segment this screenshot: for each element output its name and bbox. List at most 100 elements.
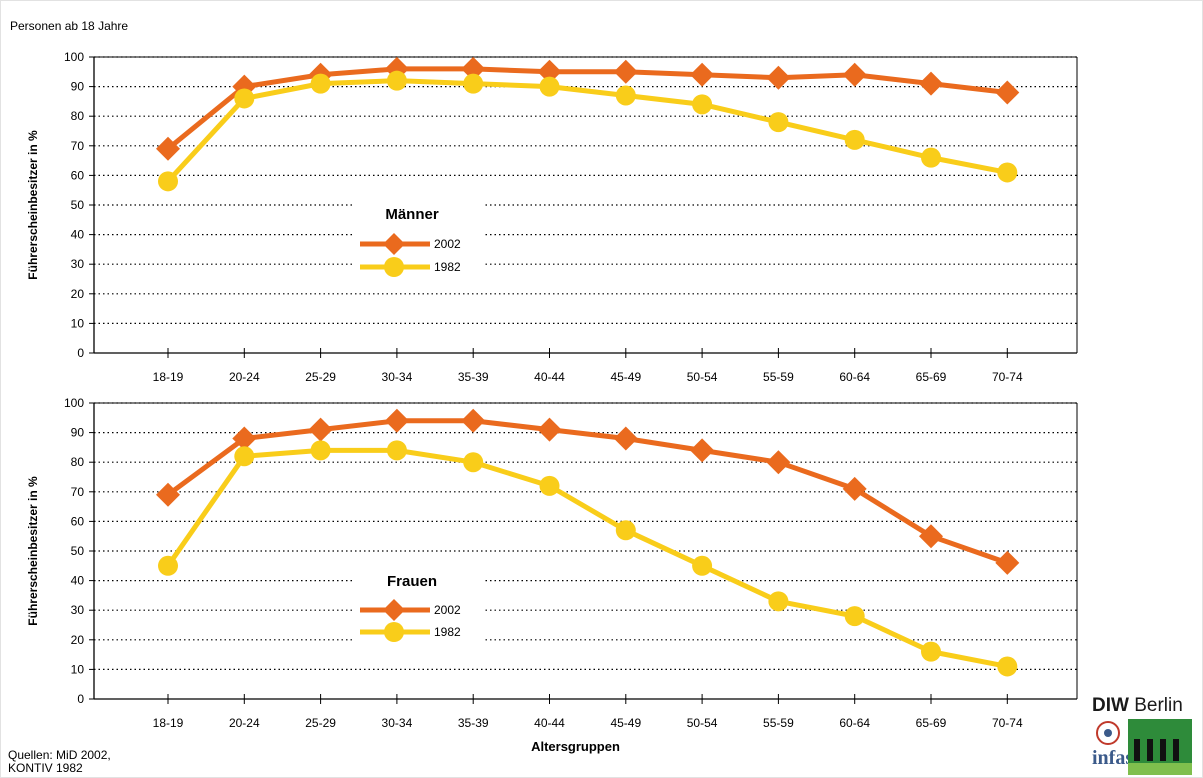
y-tick-label: 20 bbox=[71, 287, 85, 301]
point-1982 bbox=[310, 440, 331, 461]
y-tick-label: 30 bbox=[71, 257, 85, 271]
legend-marker-2002 bbox=[383, 599, 405, 621]
point-1982 bbox=[158, 171, 178, 192]
y-tick-label: 60 bbox=[71, 168, 85, 182]
x-tick-label: 18-19 bbox=[153, 716, 184, 730]
y-tick-label: 10 bbox=[71, 662, 85, 676]
point-2002 bbox=[156, 482, 180, 507]
point-1982 bbox=[310, 73, 331, 94]
point-1982 bbox=[463, 73, 484, 94]
x-tick-label: 70-74 bbox=[992, 370, 1023, 384]
x-tick-label: 18-19 bbox=[153, 370, 184, 384]
point-2002 bbox=[308, 417, 333, 442]
source-note: Quellen: MiD 2002, KONTIV 1982 bbox=[8, 749, 111, 775]
y-tick-label: 30 bbox=[71, 603, 85, 617]
point-2002 bbox=[537, 417, 562, 442]
x-tick-label: 40-44 bbox=[534, 370, 565, 384]
legend-marker-2002 bbox=[383, 233, 405, 255]
series-line-1982 bbox=[165, 447, 1008, 669]
y-tick-label: 0 bbox=[77, 346, 84, 360]
point-1982 bbox=[921, 147, 941, 168]
point-1982 bbox=[768, 591, 789, 612]
logo-block: DIW Berlin infas bbox=[1092, 695, 1200, 775]
y-tick-label: 50 bbox=[71, 198, 85, 212]
point-2002 bbox=[919, 71, 943, 96]
point-1982 bbox=[768, 112, 789, 133]
infas-logo: infas bbox=[1092, 747, 1134, 769]
point-2002 bbox=[842, 476, 867, 501]
point-1982 bbox=[615, 85, 636, 106]
legend-label-1982: 1982 bbox=[434, 260, 461, 274]
point-1982 bbox=[539, 475, 560, 496]
point-1982 bbox=[692, 555, 713, 576]
y-tick-label: 60 bbox=[71, 514, 85, 528]
point-2002 bbox=[995, 550, 1020, 575]
point-2002 bbox=[690, 438, 715, 463]
point-2002 bbox=[232, 426, 257, 451]
point-2002 bbox=[995, 80, 1020, 105]
header-title: Personen ab 18 Jahre bbox=[10, 19, 128, 33]
y-tick-label: 10 bbox=[71, 316, 85, 330]
legend-marker-1982 bbox=[384, 622, 404, 642]
source-line-1: Quellen: MiD 2002, bbox=[8, 748, 111, 762]
x-tick-label: 50-54 bbox=[687, 370, 718, 384]
point-2002 bbox=[919, 524, 943, 549]
diw-berlin-logo: DIW Berlin bbox=[1092, 695, 1183, 717]
point-2002 bbox=[613, 426, 638, 451]
point-1982 bbox=[615, 520, 636, 541]
point-2002 bbox=[690, 62, 715, 87]
point-2002 bbox=[766, 450, 791, 475]
x-axis-label: Altersgruppen bbox=[531, 739, 620, 754]
y-tick-label: 0 bbox=[77, 692, 84, 706]
point-2002 bbox=[461, 56, 486, 81]
point-1982 bbox=[844, 606, 865, 627]
x-tick-label: 45-49 bbox=[610, 370, 641, 384]
y-tick-label: 100 bbox=[64, 50, 84, 64]
y-axis-label: Führerscheinbesitzer in % bbox=[26, 130, 40, 280]
x-tick-label: 35-39 bbox=[458, 370, 489, 384]
mobility-logo-icon bbox=[1128, 719, 1192, 775]
y-tick-label: 40 bbox=[71, 574, 85, 588]
legend-label-1982: 1982 bbox=[434, 625, 461, 639]
legend-label-2002: 2002 bbox=[434, 603, 461, 617]
legend-marker-1982 bbox=[384, 257, 404, 277]
x-tick-label: 70-74 bbox=[992, 716, 1023, 730]
legend-label-2002: 2002 bbox=[434, 237, 461, 251]
x-tick-label: 35-39 bbox=[458, 716, 489, 730]
point-2002 bbox=[766, 65, 791, 90]
y-tick-label: 90 bbox=[71, 426, 85, 440]
point-1982 bbox=[386, 70, 407, 91]
series-line-1982 bbox=[166, 78, 1008, 184]
point-1982 bbox=[158, 555, 178, 576]
x-tick-label: 20-24 bbox=[229, 370, 260, 384]
x-tick-label: 65-69 bbox=[916, 716, 947, 730]
x-tick-label: 60-64 bbox=[839, 716, 870, 730]
x-tick-label: 20-24 bbox=[229, 716, 260, 730]
point-1982 bbox=[234, 88, 255, 109]
diw-logo-rest: Berlin bbox=[1134, 695, 1183, 716]
x-tick-label: 65-69 bbox=[916, 370, 947, 384]
y-tick-label: 80 bbox=[71, 455, 85, 469]
point-2002 bbox=[384, 408, 409, 433]
plot-panel-maenner: 0 10 20 30 40 50 60 70 80 90 100 18-19 20-24 25-29 30-… bbox=[26, 50, 1078, 384]
x-tick-label: 45-49 bbox=[610, 716, 641, 730]
source-line-2: KONTIV 1982 bbox=[8, 761, 83, 775]
point-2002 bbox=[613, 59, 638, 84]
point-1982 bbox=[692, 94, 713, 115]
point-1982 bbox=[921, 641, 941, 662]
y-tick-label: 100 bbox=[64, 396, 84, 410]
y-tick-label: 80 bbox=[71, 109, 85, 123]
x-tick-label: 40-44 bbox=[534, 716, 565, 730]
point-2002 bbox=[537, 59, 562, 84]
x-tick-label: 25-29 bbox=[305, 370, 336, 384]
x-tick-label: 30-34 bbox=[382, 716, 413, 730]
legend-title: Frauen bbox=[387, 573, 437, 590]
point-1982 bbox=[386, 440, 407, 461]
point-1982 bbox=[234, 446, 255, 467]
point-1982 bbox=[997, 656, 1018, 677]
y-tick-label: 20 bbox=[71, 633, 85, 647]
